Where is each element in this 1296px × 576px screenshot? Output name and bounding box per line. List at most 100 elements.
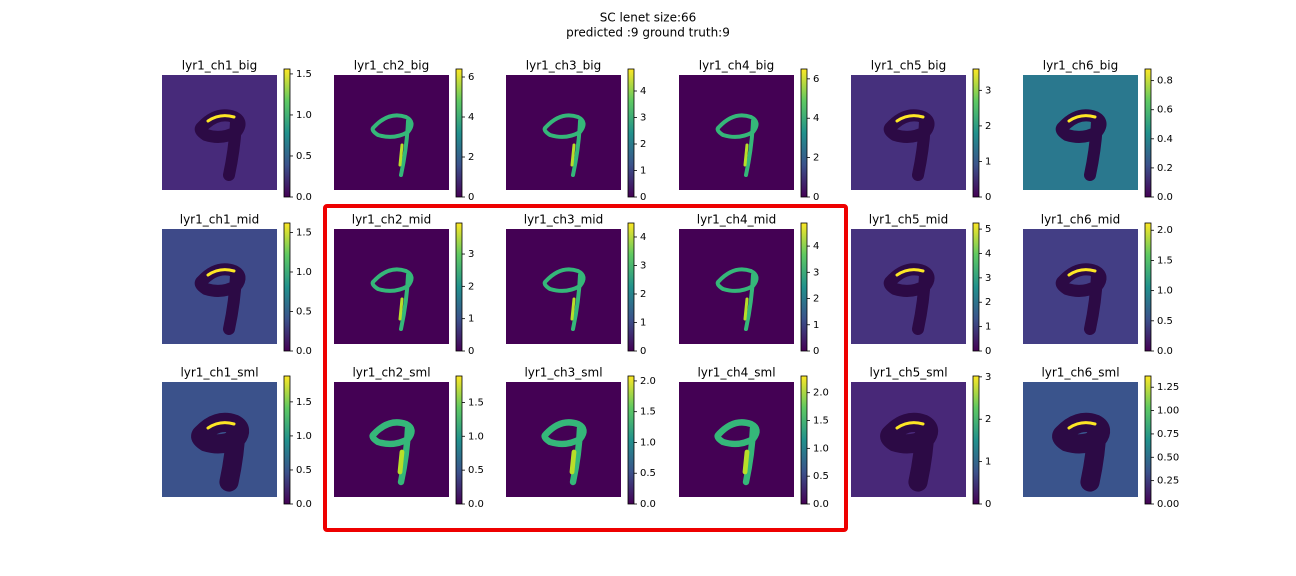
colorbar-tick-label: 2 — [985, 121, 991, 132]
image — [679, 229, 794, 344]
colorbar-tick-label: 4 — [640, 86, 646, 97]
colorbar — [800, 375, 808, 505]
colorbar-tick-label: 0.5 — [296, 306, 312, 317]
image — [679, 75, 794, 190]
colorbar — [972, 68, 980, 198]
colorbar-tick-label: 0.25 — [1157, 476, 1179, 487]
digit-edge — [206, 268, 236, 277]
panel: lyr1_ch3_big 0 1 2 3 4 — [506, 59, 646, 203]
panel-title: lyr1_ch1_big — [182, 59, 257, 73]
digit-stroke — [370, 113, 414, 177]
digit — [194, 263, 246, 335]
image — [506, 229, 621, 344]
colorbar — [627, 222, 635, 352]
colorbar-tick-label: 6 — [468, 72, 474, 83]
digit — [370, 113, 414, 177]
digit-highlight — [742, 449, 750, 475]
panel-title: lyr1_ch4_mid — [697, 213, 776, 227]
colorbar-tick-label: 0.6 — [1157, 105, 1173, 116]
panel: lyr1_ch2_big 0 2 4 6 — [334, 59, 474, 203]
panel: lyr1_ch5_sml 0 1 2 3 — [851, 366, 991, 510]
digit-stroke — [542, 113, 586, 177]
colorbar-tick-label: 0 — [640, 346, 646, 357]
panel-title: lyr1_ch6_mid — [1041, 213, 1120, 227]
colorbar-tick-label: 1 — [985, 457, 991, 468]
colorbar-tick-label: 0.00 — [1157, 499, 1179, 510]
colorbar-tick-label: 0.5 — [296, 465, 312, 476]
panel-title: lyr1_ch2_big — [354, 59, 429, 73]
digit-highlight — [398, 143, 404, 167]
digit-edge — [895, 268, 925, 277]
panel-title: lyr1_ch3_big — [526, 59, 601, 73]
panel-title: lyr1_ch2_mid — [352, 213, 431, 227]
panel-title: lyr1_ch3_mid — [524, 213, 603, 227]
colorbar-tick-label: 0 — [468, 346, 474, 357]
colorbar-tick-label: 1 — [640, 317, 646, 328]
digit-highlight — [397, 449, 405, 475]
colorbar-tick-label: 0.5 — [1157, 316, 1173, 327]
panels: lyr1_ch1_big 0.0 0.5 1.0 1.5 lyr1_ch2_big 0 2 4 6… — [162, 59, 1179, 510]
figure-title: SC lenet size:66 — [600, 11, 697, 25]
digit-stroke — [541, 419, 587, 486]
colorbar-tick-label: 2 — [985, 297, 991, 308]
colorbar-tick-label: 4 — [985, 248, 991, 259]
image — [679, 382, 794, 497]
digit-edge — [206, 114, 236, 123]
colorbar — [455, 375, 463, 505]
colorbar-tick-label: 2.0 — [1157, 225, 1173, 236]
colorbar-tick-label: 1.00 — [1157, 406, 1179, 417]
figure-subtitle: predicted :9 ground truth:9 — [566, 26, 730, 40]
colorbar-tick-label: 0.2 — [1157, 163, 1173, 174]
colorbar-tick-label: 0 — [640, 192, 646, 203]
colorbar — [455, 222, 463, 352]
digit-stroke — [714, 419, 760, 486]
digit — [715, 267, 759, 331]
colorbar-tick-label: 0.0 — [296, 346, 312, 357]
colorbar — [1144, 222, 1152, 352]
colorbar-tick-label: 0.0 — [813, 499, 829, 510]
panel-title: lyr1_ch5_mid — [869, 213, 948, 227]
panel: lyr1_ch1_mid 0.0 0.5 1.0 1.5 — [162, 213, 312, 357]
panel: lyr1_ch2_mid 0 1 2 3 — [334, 213, 474, 357]
digit-stroke — [715, 113, 759, 177]
colorbar-tick-label: 0.0 — [296, 499, 312, 510]
digit-edge — [1067, 421, 1097, 430]
colorbar-tick-label: 3 — [985, 85, 991, 96]
panel: lyr1_ch1_big 0.0 0.5 1.0 1.5 — [162, 59, 312, 203]
panel: lyr1_ch3_mid 0 1 2 3 4 — [506, 213, 646, 357]
colorbar — [283, 68, 291, 198]
colorbar-tick-label: 0 — [813, 192, 819, 203]
digit — [194, 109, 246, 181]
colorbar-tick-label: 1.0 — [640, 437, 656, 448]
colorbar — [1144, 375, 1152, 505]
panel-title: lyr1_ch1_mid — [180, 213, 259, 227]
colorbar-tick-label: 4 — [813, 241, 819, 252]
colorbar-tick-label: 0 — [985, 192, 991, 203]
colorbar — [1144, 68, 1152, 198]
colorbar-tick-label: 1 — [985, 156, 991, 167]
digit-stroke — [369, 419, 415, 486]
digit — [370, 267, 414, 331]
digit — [542, 267, 586, 331]
colorbar-tick-label: 4 — [640, 232, 646, 243]
colorbar-tick-label: 1 — [985, 322, 991, 333]
panel: lyr1_ch4_big 0 2 4 6 — [679, 59, 819, 203]
colorbar-tick-label: 3 — [640, 260, 646, 271]
image — [506, 75, 621, 190]
colorbar-tick-label: 1.25 — [1157, 382, 1179, 393]
image — [334, 75, 449, 190]
digit — [541, 419, 587, 486]
colorbar-tick-label: 2 — [640, 289, 646, 300]
colorbar-tick-label: 0.5 — [468, 465, 484, 476]
colorbar-tick-label: 2 — [985, 414, 991, 425]
digit-highlight — [570, 297, 576, 321]
digit — [1052, 412, 1111, 492]
digit — [369, 419, 415, 486]
colorbar-tick-label: 0.8 — [1157, 76, 1173, 87]
colorbar-tick-label: 5 — [985, 224, 991, 235]
digit — [880, 412, 939, 492]
panel: lyr1_ch1_sml 0.0 0.5 1.0 1.5 — [162, 366, 312, 510]
colorbar-tick-label: 2 — [468, 281, 474, 292]
colorbar-tick-label: 0.5 — [813, 471, 829, 482]
